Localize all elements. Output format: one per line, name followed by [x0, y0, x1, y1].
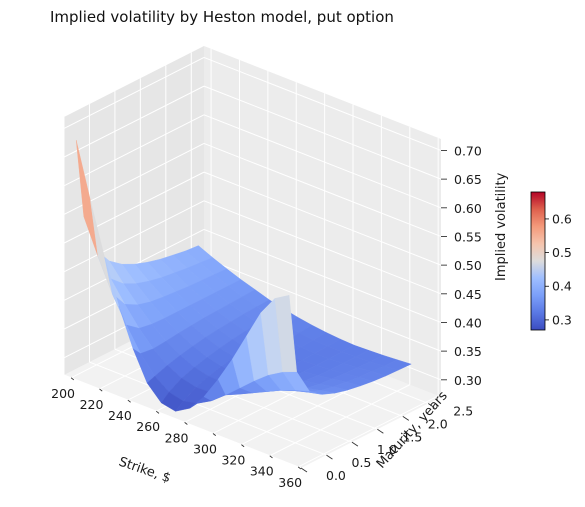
gridline-z-back	[203, 200, 442, 295]
z-tick-label: 0.45	[454, 287, 482, 302]
colorbar-tick-label: 0.4	[552, 279, 572, 294]
surface-facet	[274, 295, 297, 373]
x-tick-label: 200	[51, 386, 75, 401]
gridline-z-left	[63, 171, 205, 244]
y-tick-label: 0.5	[352, 455, 372, 470]
x-axis-label: Strike, $	[117, 455, 173, 487]
z-tick-label: 0.60	[454, 201, 482, 216]
x-tick-label: 280	[165, 430, 189, 445]
colorbar: 0.3 0.4 0.5 0.6	[530, 191, 572, 331]
y-tick-label: 2.0	[428, 416, 448, 431]
gridline-z-left	[63, 114, 205, 187]
x-tick-mark	[184, 421, 188, 425]
x-tick-label: 220	[80, 397, 104, 412]
y-tick-label: 0.0	[326, 468, 346, 483]
x-tick-mark	[70, 377, 75, 381]
colorbar-ticks: 0.3 0.4 0.5 0.6	[545, 211, 572, 327]
x-tick-label: 260	[136, 419, 160, 434]
gridline-z-back	[203, 229, 442, 323]
x-tick-label: 360	[278, 475, 302, 490]
gridline-x-floor	[269, 384, 411, 457]
z-axis-label: Implied volatility	[494, 172, 509, 281]
gridline-y-floor	[89, 361, 327, 456]
x-tick-label: 300	[193, 442, 217, 457]
axis-ticks: 200 220 240 260 280 300 320 340 360 0.0 0.5 1.0 1.5 2…	[51, 144, 482, 490]
colorbar-tick-label: 0.3	[552, 312, 572, 327]
x-tick-mark	[155, 410, 160, 414]
x-tick-mark	[297, 466, 302, 470]
x-tick-label: 320	[221, 453, 245, 468]
gridline-z-back	[203, 85, 442, 180]
colorbar-tick-label: 0.5	[552, 245, 572, 260]
gridline-z-back	[203, 143, 442, 237]
gridline-z-left	[63, 85, 205, 158]
gridline-z-back	[203, 114, 442, 209]
colorbar-tick-label: 0.6	[552, 211, 572, 226]
x-tick-mark	[269, 455, 273, 459]
y-tick-mark	[326, 454, 333, 460]
gridline-x-floor	[297, 395, 439, 468]
gridline-z-back	[203, 171, 442, 266]
z-tick-label: 0.50	[454, 258, 482, 273]
z-tick-label: 0.55	[454, 230, 482, 245]
y-tick-label: 1.5	[402, 429, 422, 444]
z-tick-label: 0.40	[454, 316, 482, 331]
colorbar-gradient	[530, 191, 546, 331]
y-tick-label: 2.5	[453, 404, 473, 419]
x-tick-mark	[212, 433, 217, 436]
z-tick-label: 0.30	[454, 373, 482, 388]
surface-plot	[75, 139, 412, 412]
y-tick-mark	[428, 403, 435, 408]
x-tick-mark	[127, 399, 131, 403]
y-tick-mark	[402, 415, 410, 421]
x-tick-label: 340	[250, 464, 274, 479]
axes-panes	[64, 46, 441, 468]
gridline-z-left	[63, 200, 205, 273]
y-tick-mark	[377, 428, 384, 434]
z-tick-label: 0.70	[454, 144, 482, 159]
z-tick-label: 0.35	[454, 344, 482, 359]
x-tick-mark	[241, 444, 245, 448]
gridline-y-floor	[63, 374, 302, 469]
z-tick-label: 0.65	[454, 172, 482, 187]
gridline-z-back	[203, 257, 442, 352]
x-tick-label: 240	[108, 408, 132, 423]
gridline-z-back	[203, 57, 442, 151]
chart-title: Implied volatility by Heston model, put …	[50, 8, 394, 26]
x-tick-mark	[99, 388, 103, 392]
y-tick-label: 1.0	[377, 442, 397, 457]
y-tick-mark	[300, 467, 308, 473]
y-tick-mark	[351, 441, 359, 447]
gridline-z-left	[63, 57, 205, 129]
